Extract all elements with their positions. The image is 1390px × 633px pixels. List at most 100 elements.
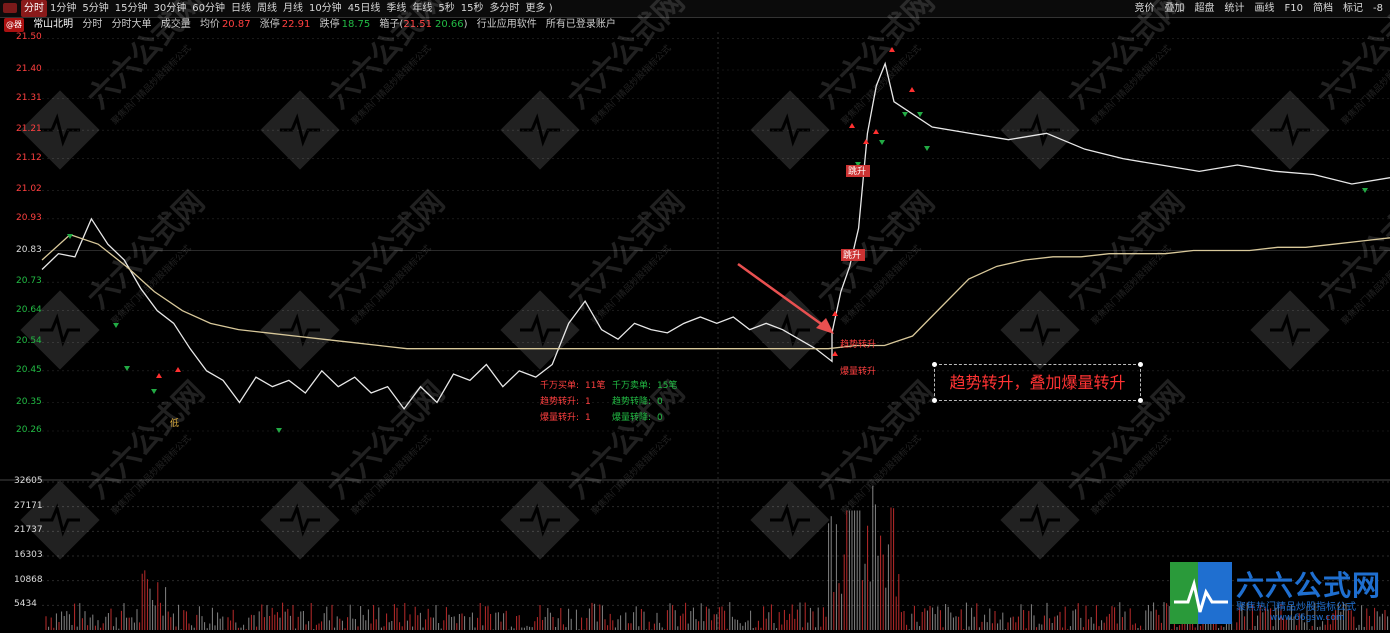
low-label: 低 [170,417,179,429]
price-tick: 21.50 [16,32,42,43]
handle-dot[interactable] [932,398,937,403]
period-toolbar: 分时 1分钟 5分钟 15分钟 30分钟 60分钟 日线 周线 月线 10分钟 45日线 季线 年线 5秒… [0,0,1390,18]
price-tick: 20.35 [16,396,42,407]
price-tick: 21.21 [16,124,42,135]
price-tick: 21.40 [16,64,42,74]
watermark: 六六公式网 聚焦热门精品炒股指标公式 [260,0,452,170]
period-tab[interactable]: 10分钟 [308,3,342,14]
period-tab[interactable]: 周线 [256,3,277,14]
industry-label[interactable]: 行业应用软件 [476,19,537,30]
period-tab[interactable]: 60分钟 [192,3,225,14]
buy-marker-icon [873,129,879,134]
period-tab[interactable]: 30分钟 [153,3,187,14]
price-tick: 20.26 [16,425,42,435]
info-item-volume[interactable]: 成交量 [160,19,191,30]
toolbar-menu-item[interactable]: F10 [1284,3,1304,14]
period-tab[interactable]: 分时 [21,0,47,17]
limit-down-value: 18.75 [341,19,371,30]
pointer-arrow [737,262,825,328]
buy-marker-icon [863,139,869,144]
period-tab[interactable]: 5分钟 [82,3,109,14]
period-tab[interactable]: 5秒 [438,3,455,14]
handle-dot[interactable] [1138,398,1143,403]
stats-panel: 千万买单: 11笔 千万卖单: 15笔 趋势转升: 1 趋势转降: 0 爆量转升: 1 爆量转降… [540,380,677,425]
watermark: 六六公式网 聚焦热门精品炒股指标公式 [750,0,942,170]
period-tab[interactable]: 年线 [412,3,433,14]
period-tab[interactable]: 多分时 [489,3,520,14]
jump-label-2-bg [841,249,865,261]
buy-marker-icon [849,123,855,128]
limit-up-label: 涨停 [259,19,280,30]
period-tab[interactable]: 季线 [386,3,407,14]
toolbar-menu-item[interactable]: 超盘 [1194,3,1215,14]
buy-marker-icon [175,367,181,372]
callout-text: 趋势转升，叠加爆量转升 [949,373,1126,392]
burst-up-value: 1 [585,413,591,423]
info-item-minute[interactable]: 分时 [82,19,103,30]
burst-down-value: 0 [657,413,663,423]
average-price-line [41,233,1390,350]
trend-turn-label: 趋势转升 [840,338,876,350]
period-tab[interactable]: 1分钟 [50,3,77,14]
watermark: 六六公式网 聚焦热门精品炒股指标公式 [1000,185,1192,370]
toolbar-menu-item[interactable]: 竞价 [1134,3,1155,14]
watermark: 六六公式网 聚焦热门精品炒股指标公式 [1000,375,1192,560]
avg-price-value: 20.87 [221,19,251,30]
watermark: 六六公式网 聚焦热门精品炒股指标公式 [1250,185,1390,370]
handle-dot[interactable] [932,362,937,367]
toolbar-menu-item[interactable]: -8 [1373,3,1383,14]
account-label[interactable]: 所有已登录账户 [545,19,616,30]
toolbar-menu-item[interactable]: 简档 [1313,3,1334,14]
trend-down-label: 趋势转降: [612,397,652,407]
sell-marker-icon [917,112,923,117]
info-item-big-orders[interactable]: 分时大单 [111,19,152,30]
stock-badge[interactable]: @器 [4,18,24,32]
volume-tick: 27171 [14,500,43,511]
watermark: 六六公式网 聚焦热门精品炒股指标公式 [1250,0,1390,170]
price-tick: 21.12 [16,152,42,163]
volume-tick: 5434 [14,599,37,610]
burst-down-label: 爆量转降: [612,413,652,423]
toolbar-menu-item[interactable]: 标记 [1343,3,1364,14]
brand-url: www.66gsw.com [1270,613,1345,623]
period-tab[interactable]: 15秒 [460,3,484,14]
toolbar-menu-item[interactable]: 画线 [1254,3,1275,14]
period-tab[interactable]: 日线 [230,3,251,14]
burst-up-label: 爆量转升: [540,413,580,423]
box-close: ) [463,19,468,30]
avg-price-label: 均价 [199,19,220,30]
period-tab[interactable]: 15分钟 [114,3,148,14]
period-tab[interactable]: 45日线 [347,3,381,14]
sell-marker-icon [879,140,885,145]
watermark: 六六公式网 聚焦热门精品炒股指标公式 [20,375,212,560]
handle-dot[interactable] [1138,362,1143,367]
price-tick: 20.83 [16,244,42,255]
price-tick: 20.93 [16,212,42,223]
period-tab[interactable]: 月线 [282,3,303,14]
sell-marker-icon [855,162,861,167]
buy-marker-icon [832,311,838,316]
box-high: 20.66 [434,19,464,30]
period-tab[interactable]: 更多 ) [525,3,553,14]
big-buy-label: 千万买单: [540,381,580,391]
jump-label-bg [846,165,870,177]
stock-name[interactable]: 常山北明 [33,19,74,30]
jump-label: 跳升 [848,165,866,177]
trend-up-label: 趋势转升: [540,397,580,407]
volume-tick: 32605 [14,476,43,486]
toolbar-menu-item[interactable]: 叠加 [1164,3,1185,14]
brand-title: 六六公式网 [1236,569,1382,602]
buy-marker-icon [909,87,915,92]
volume-tick: 21737 [14,525,43,536]
toolbar-menu-item[interactable]: 统计 [1224,3,1245,14]
limit-up-value: 22.91 [281,19,311,30]
big-sell-value: 15笔 [657,381,678,391]
toolbar-right-menu: 竞价 叠加 超盘 统计 画线 F10 简档 标记 -8 [1130,0,1388,17]
watermark: 六六公式网 聚焦热门精品炒股指标公式 [20,185,212,370]
sell-marker-icon [151,389,157,394]
big-sell-label: 千万卖单: [612,381,652,391]
brand-subtitle: 聚焦热门精品炒股指标公式 [1236,602,1356,613]
volume-tick: 10868 [14,574,43,585]
brand-icon [1170,562,1232,624]
sell-marker-icon [902,112,908,117]
